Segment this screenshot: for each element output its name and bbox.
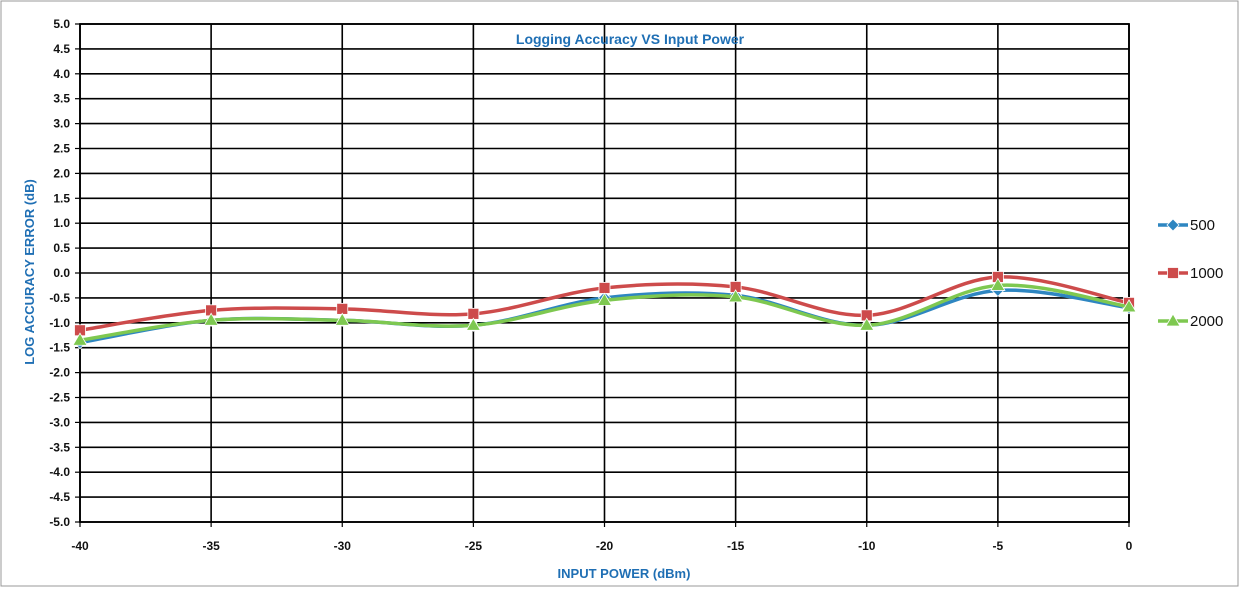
series-2000 bbox=[72, 277, 1137, 346]
y-tick-label: 3.0 bbox=[53, 117, 70, 131]
y-tick-label: 2.0 bbox=[53, 166, 70, 180]
y-axis-title: LOG ACCURACY ERROR (dB) bbox=[22, 179, 37, 365]
legend-label: 1000 bbox=[1190, 265, 1223, 282]
legend-marker bbox=[1166, 218, 1180, 232]
y-axis-ticks: 5.0 4.5 4.0 3.5 3.0 2.5 2.0 1.5 1.0 0.5 0.0 -0.5 -1.… bbox=[49, 17, 80, 529]
y-tick-label: -2.0 bbox=[49, 366, 70, 380]
x-tick-label: -30 bbox=[334, 539, 352, 553]
data-point-square bbox=[598, 282, 611, 294]
legend-item-500: 500 bbox=[1158, 217, 1215, 234]
data-point-triangle bbox=[334, 312, 350, 326]
data-point-triangle bbox=[990, 277, 1006, 291]
x-tick-label: -35 bbox=[202, 539, 220, 553]
y-tick-label: 2.5 bbox=[53, 142, 70, 156]
legend-item-2000: 2000 bbox=[1158, 313, 1223, 330]
x-tick-label: -5 bbox=[993, 539, 1004, 553]
chart-title: Logging Accuracy VS Input Power bbox=[516, 31, 745, 47]
y-tick-label: 3.5 bbox=[53, 92, 70, 106]
y-tick-label: -4.0 bbox=[49, 465, 70, 479]
legend-marker bbox=[1165, 313, 1181, 327]
y-tick-label: 4.0 bbox=[53, 67, 70, 81]
y-tick-label: -3.5 bbox=[49, 440, 70, 454]
y-tick-label: 1.5 bbox=[53, 191, 70, 205]
y-tick-label: -0.5 bbox=[49, 291, 70, 305]
y-tick-label: -4.5 bbox=[49, 490, 70, 504]
y-tick-label: 0.0 bbox=[53, 266, 70, 280]
legend: 500 1000 2000 bbox=[1158, 217, 1223, 330]
legend-marker bbox=[1167, 267, 1179, 279]
x-tick-label: -40 bbox=[71, 539, 89, 553]
legend-item-1000: 1000 bbox=[1158, 265, 1223, 282]
x-tick-label: 0 bbox=[1126, 539, 1133, 553]
data-point-triangle bbox=[1121, 299, 1137, 313]
data-point-triangle bbox=[859, 317, 875, 331]
x-tick-label: -25 bbox=[465, 539, 483, 553]
x-tick-label: -20 bbox=[596, 539, 614, 553]
y-tick-label: 0.5 bbox=[53, 241, 70, 255]
y-tick-label: -1.0 bbox=[49, 316, 70, 330]
y-tick-label: -1.5 bbox=[49, 341, 70, 355]
x-tick-label: -10 bbox=[858, 539, 876, 553]
y-tick-label: 1.0 bbox=[53, 216, 70, 230]
data-point-triangle bbox=[203, 312, 219, 326]
y-tick-label: -2.5 bbox=[49, 391, 70, 405]
data-point-triangle bbox=[596, 292, 613, 306]
y-tick-label: -5.0 bbox=[49, 515, 70, 529]
legend-label: 2000 bbox=[1190, 313, 1223, 330]
series-group bbox=[72, 271, 1137, 350]
legend-label: 500 bbox=[1190, 217, 1215, 234]
x-axis-ticks: -40 -35 -30 -25 -20 -15 -10 -5 0 bbox=[71, 522, 1133, 553]
y-tick-label: 4.5 bbox=[53, 42, 70, 56]
x-tick-label: -15 bbox=[727, 539, 745, 553]
grid bbox=[79, 23, 1130, 523]
data-point-triangle bbox=[465, 317, 482, 331]
data-point-triangle bbox=[72, 332, 88, 346]
y-tick-label: 5.0 bbox=[53, 17, 70, 31]
y-tick-label: -3.0 bbox=[49, 415, 70, 429]
x-axis-title: INPUT POWER (dBm) bbox=[558, 566, 691, 581]
data-point-triangle bbox=[727, 289, 744, 303]
